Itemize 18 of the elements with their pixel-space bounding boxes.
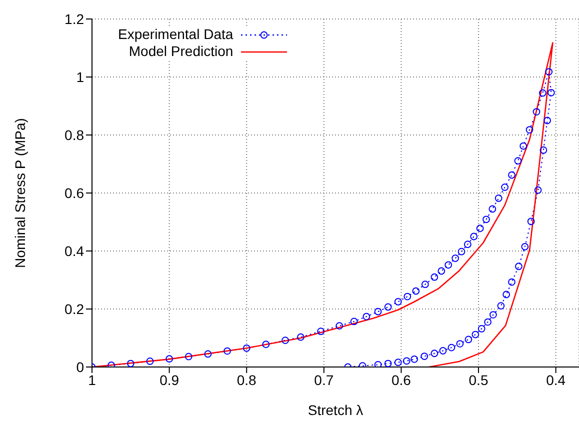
y-tick-label: 0.6 xyxy=(64,184,84,201)
x-tick-label: 1 xyxy=(88,372,96,388)
x-tick-label: 0.7 xyxy=(314,372,334,388)
y-tick-label: 0.2 xyxy=(64,300,84,317)
x-tick-label: 0.6 xyxy=(391,372,412,388)
y-tick-label: 0.8 xyxy=(64,126,84,143)
x-tick-label: 0.5 xyxy=(468,372,488,388)
y-tick-label: 1.2 xyxy=(64,10,84,27)
y-axis-title: Nominal Stress P (MPa) xyxy=(12,118,28,268)
legend-label: Experimental Data xyxy=(118,26,234,43)
y-tick-label: 0 xyxy=(76,358,84,375)
x-tick-label: 0.4 xyxy=(546,372,566,388)
y-tick-label: 0.4 xyxy=(64,242,84,259)
legend-label: Model Prediction xyxy=(128,43,234,60)
x-tick-label: 0.8 xyxy=(236,372,257,388)
x-axis-title: Stretch λ xyxy=(308,402,364,418)
x-tick-label: 0.9 xyxy=(160,372,180,388)
y-tick-label: 1 xyxy=(76,68,84,85)
